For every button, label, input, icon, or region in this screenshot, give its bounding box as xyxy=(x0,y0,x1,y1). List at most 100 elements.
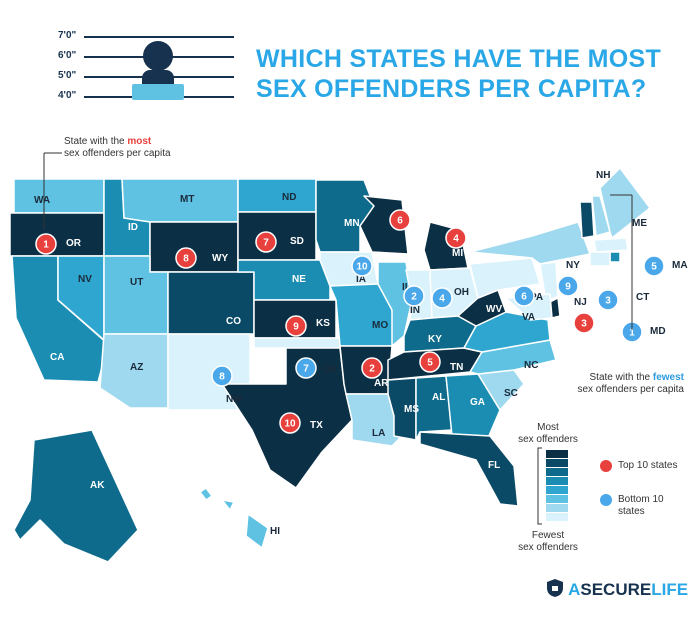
rank-badge-nm: 8 xyxy=(211,365,233,387)
rank-badge-nj: 9 xyxy=(557,275,579,297)
rank-badge-number: 9 xyxy=(565,282,571,293)
state-label-sc: SC xyxy=(504,388,518,399)
state-al xyxy=(415,375,453,441)
logo-letter-a: A xyxy=(568,580,581,599)
state-label-md: MD xyxy=(650,326,666,337)
lineup-height-chart: 7'0" 6'0" 5'0" 4'0" xyxy=(58,30,238,112)
top-10-key-badge xyxy=(600,460,612,472)
state-label-ut: UT xyxy=(130,277,143,288)
state-label-mi: MI xyxy=(452,248,463,259)
rank-badge-number: 3 xyxy=(605,296,611,307)
state-ak xyxy=(13,429,139,563)
key-bottom-10: Bottom 10 states xyxy=(618,494,664,517)
state-label-al: AL xyxy=(432,392,445,403)
legend-bracket xyxy=(537,447,542,525)
callout-most-text: State with the xyxy=(64,136,128,147)
state-ct xyxy=(589,251,611,267)
rank-badge-tn: 5 xyxy=(419,351,441,373)
rank-badge-number: 2 xyxy=(369,364,375,375)
height-mark-5ft: 5'0" xyxy=(58,70,77,81)
state-nj xyxy=(539,261,559,303)
state-label-nm: NM xyxy=(226,394,242,405)
state-label-or: OR xyxy=(66,238,82,249)
state-label-id: ID xyxy=(128,222,138,233)
state-ma xyxy=(593,237,629,253)
rank-badge-number: 10 xyxy=(284,419,296,430)
lock-shield-icon xyxy=(547,579,563,597)
rank-badge-tx: 10 xyxy=(279,412,301,434)
height-rule xyxy=(84,36,234,38)
rank-badge-ks: 9 xyxy=(285,315,307,337)
rank-badge-number: 2 xyxy=(411,292,417,303)
height-mark-6ft: 6'0" xyxy=(58,50,77,61)
state-label-mt: MT xyxy=(180,194,194,205)
state-label-mn: MN xyxy=(344,218,360,229)
page-title: WHICH STATES HAVE THE MOST SEX OFFENDERS… xyxy=(256,44,676,104)
state-label-me: ME xyxy=(632,218,647,229)
state-label-ny: NY xyxy=(566,260,580,271)
rank-badge-in: 2 xyxy=(403,285,425,307)
state-label-ak: AK xyxy=(90,480,105,491)
state-label-oh: OH xyxy=(454,287,469,298)
legend-swatch xyxy=(546,450,568,458)
logo-life: LIFE xyxy=(651,580,689,599)
state-label-in: IN xyxy=(410,305,420,316)
rank-badge-or: 1 xyxy=(35,233,57,255)
state-label-vt: VT xyxy=(580,182,593,193)
state-vt xyxy=(579,201,595,239)
rank-badge-ct: 3 xyxy=(597,289,619,311)
rank-badge-wy: 8 xyxy=(175,247,197,269)
state-label-wa: WA xyxy=(34,195,50,206)
rank-badge-pa: 6 xyxy=(513,285,535,307)
state-me xyxy=(599,167,651,239)
state-fl xyxy=(419,431,519,507)
rank-badge-number: 5 xyxy=(651,262,657,273)
state-label-ar: AR xyxy=(374,378,389,389)
state-label-ga: GA xyxy=(470,397,485,408)
legend-swatch xyxy=(546,495,568,503)
state-sd xyxy=(237,211,317,261)
legend-most-line-2: sex offenders xyxy=(518,434,578,445)
legend-fewest-line-1: Fewest xyxy=(531,530,565,541)
rank-badge-number: 10 xyxy=(356,262,368,273)
title-line-2: SEX OFFENDERS PER CAPITA? xyxy=(256,75,647,103)
callout-fewest-text: State with the xyxy=(589,372,653,383)
callout-fewest-text-2: sex offenders per capita xyxy=(577,384,684,395)
rank-badge-ia: 10 xyxy=(351,255,373,277)
rank-badge-ar: 2 xyxy=(361,357,383,379)
state-label-wy: WY xyxy=(212,253,228,264)
rank-badge-number: 9 xyxy=(293,322,299,333)
state-az xyxy=(99,333,169,409)
rank-badge-number: 4 xyxy=(439,294,445,305)
key-top-10: Top 10 states xyxy=(618,460,678,471)
rank-badge-number: 7 xyxy=(303,364,309,375)
state-hi xyxy=(199,487,269,549)
rank-badge-number: 5 xyxy=(427,358,433,369)
legend-badge-keys xyxy=(600,460,612,506)
rank-badge-number: 6 xyxy=(397,216,403,227)
height-mark-7ft: 7'0" xyxy=(58,30,77,41)
rank-badge-mi: 4 xyxy=(445,227,467,249)
callout-fewest: State with the fewest sex offenders per … xyxy=(554,372,684,396)
title-line-1: WHICH STATES HAVE THE MOST xyxy=(256,45,662,73)
state-label-nj: NJ xyxy=(574,297,587,308)
rank-badge-number: 8 xyxy=(183,254,189,265)
state-mn xyxy=(315,179,375,253)
state-label-ks: KS xyxy=(316,318,330,329)
rank-badge-wi: 6 xyxy=(389,209,411,231)
state-label-ca: CA xyxy=(50,352,64,363)
state-label-sd: SD xyxy=(290,236,304,247)
state-label-nc: NC xyxy=(524,360,538,371)
callout-most: State with the most sex offenders per ca… xyxy=(64,136,171,160)
state-label-il: IL xyxy=(402,282,411,293)
state-il xyxy=(377,261,413,347)
legend-most-line-1: Most xyxy=(537,422,559,433)
state-label-tn: TN xyxy=(450,362,463,373)
state-co xyxy=(167,271,255,335)
state-label-ma: MA xyxy=(672,260,688,271)
suspect-silhouette-icon xyxy=(132,41,184,100)
legend-swatch xyxy=(546,468,568,476)
state-label-tx: TX xyxy=(310,420,323,431)
rank-badge-number: 4 xyxy=(453,234,459,245)
